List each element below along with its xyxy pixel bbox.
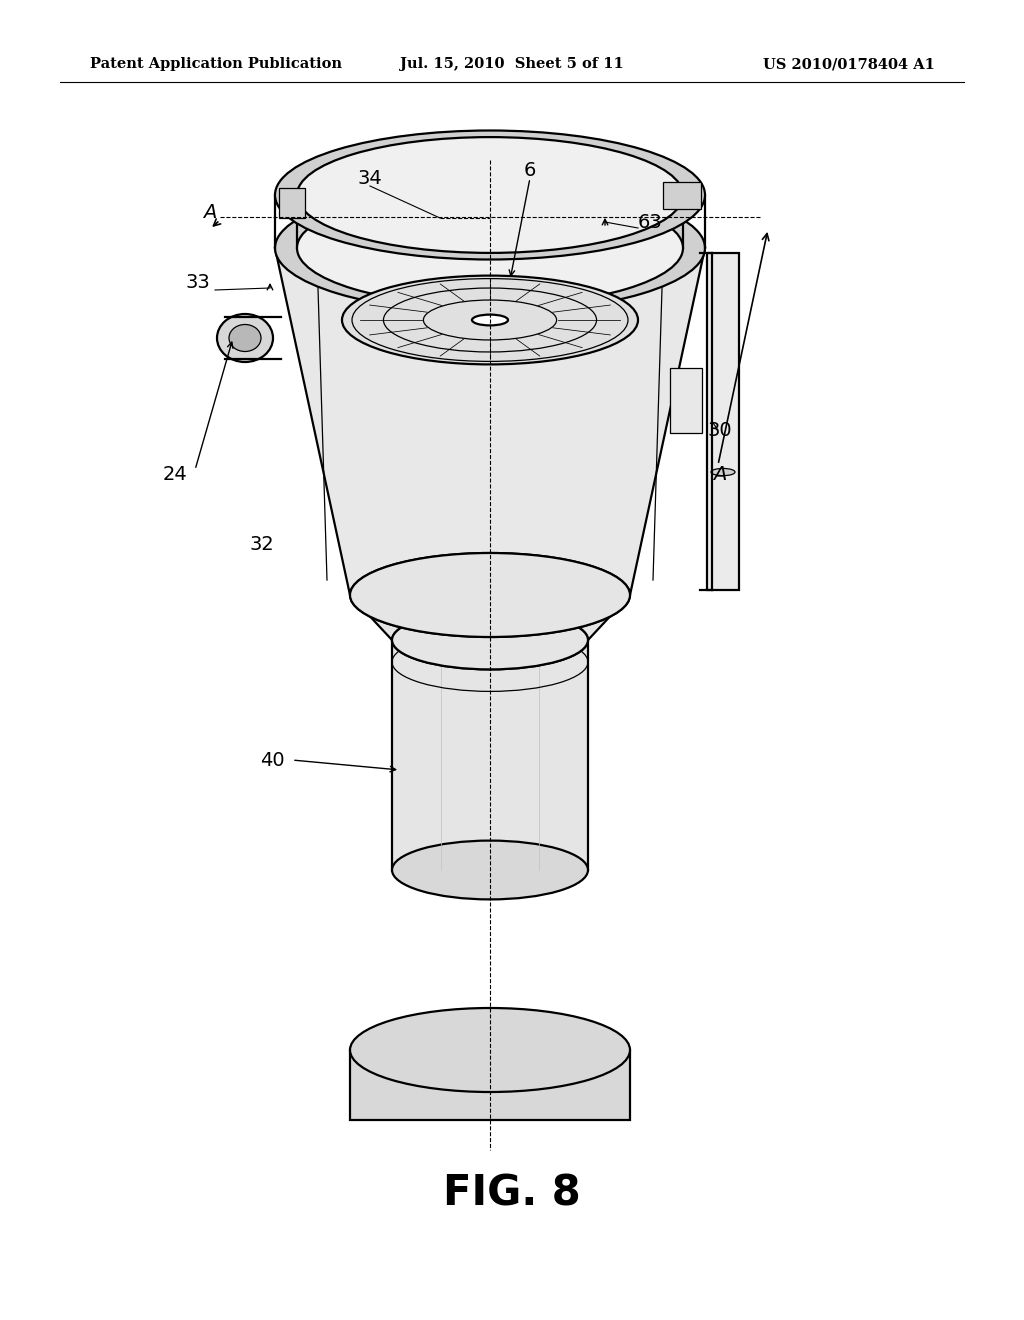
Polygon shape [279, 187, 305, 218]
Ellipse shape [275, 183, 705, 313]
Text: 32: 32 [250, 536, 274, 554]
Text: 24: 24 [163, 466, 187, 484]
Text: 34: 34 [357, 169, 382, 187]
Ellipse shape [217, 314, 273, 362]
Ellipse shape [342, 276, 638, 364]
Ellipse shape [392, 841, 588, 899]
Text: 63: 63 [638, 213, 663, 231]
Text: A: A [204, 202, 217, 222]
Text: 6: 6 [524, 161, 537, 180]
Ellipse shape [350, 553, 630, 638]
Text: Patent Application Publication: Patent Application Publication [90, 57, 342, 71]
Text: Jul. 15, 2010  Sheet 5 of 11: Jul. 15, 2010 Sheet 5 of 11 [400, 57, 624, 71]
Ellipse shape [350, 1008, 630, 1092]
Text: 33: 33 [185, 272, 210, 292]
Text: FIG. 8: FIG. 8 [443, 1172, 581, 1214]
Text: 40: 40 [260, 751, 285, 770]
Ellipse shape [229, 325, 261, 351]
Polygon shape [350, 1049, 630, 1119]
Ellipse shape [297, 137, 683, 253]
Ellipse shape [392, 611, 588, 669]
Polygon shape [663, 182, 701, 209]
Polygon shape [275, 248, 705, 595]
Ellipse shape [297, 190, 683, 306]
Ellipse shape [392, 611, 588, 669]
Polygon shape [707, 253, 739, 590]
Ellipse shape [472, 314, 508, 326]
Ellipse shape [711, 469, 735, 475]
Text: US 2010/0178404 A1: US 2010/0178404 A1 [763, 57, 935, 71]
Text: A: A [714, 466, 727, 484]
Ellipse shape [350, 553, 630, 638]
Text: 30: 30 [708, 421, 732, 440]
Polygon shape [670, 368, 702, 433]
Polygon shape [350, 595, 630, 640]
Ellipse shape [275, 131, 705, 260]
Polygon shape [392, 640, 588, 870]
